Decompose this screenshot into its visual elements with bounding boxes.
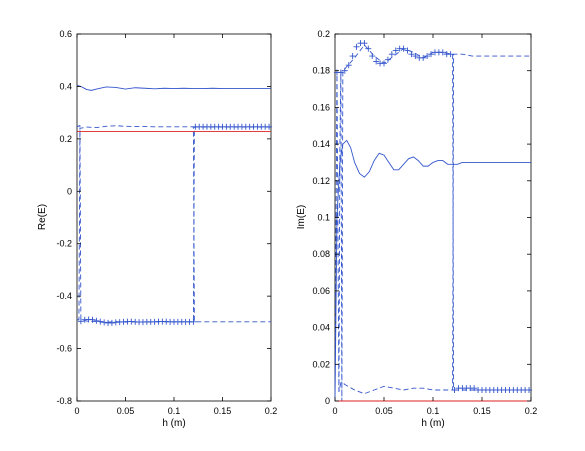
im-e-plus-marker <box>439 49 446 56</box>
im-e-y-tick-label: 0 <box>325 396 330 406</box>
im-e-ylabel: Im(E) <box>296 205 307 229</box>
re-e-x-tick-label: 0.1 <box>168 406 181 416</box>
im-e-x-tick-label: 0.1 <box>427 406 440 416</box>
im-e-y-tick-label: 0.02 <box>312 359 330 369</box>
im-e-plus-marker <box>404 47 411 54</box>
im-e-x-tick-label: 0.2 <box>525 406 538 416</box>
re-e-plus-marker-series <box>192 123 273 130</box>
im-e-plus-marker <box>471 385 478 392</box>
im-e-plus-marker <box>345 62 352 69</box>
im-e-y-tick-label: 0.14 <box>312 139 330 149</box>
re-e-y-tick-label: 0.2 <box>59 134 72 144</box>
im-e-y-tick-label: 0.2 <box>317 29 330 39</box>
im-e-plus-marker <box>388 51 395 58</box>
re-e-plus-marker <box>190 318 197 325</box>
im-e-plus-marker <box>373 58 380 65</box>
im-e-plus-marker <box>451 386 458 393</box>
im-e-y-tick-label: 0.08 <box>312 249 330 259</box>
re-e-x-tick-label: 0.2 <box>265 406 278 416</box>
im-e-panel: 0 0.05 0.1 0.15 0.2 0 0.02 0.04 0.06 0.08 0.1 0.12 0… <box>296 29 537 429</box>
im-e-plus-marker <box>392 47 399 54</box>
im-e-x-tick-label: 0.15 <box>473 406 491 416</box>
im-e-plus-marker <box>400 45 407 52</box>
im-e-plus-marker-series <box>451 385 533 393</box>
re-e-y-tick-label: 0.4 <box>59 81 72 91</box>
im-e-y-tick-label: 0.18 <box>312 66 330 76</box>
re-e-x-tick-label: 0 <box>74 406 79 416</box>
re-e-plus-marker <box>266 123 273 130</box>
im-e-y-tick-label: 0.12 <box>312 176 330 186</box>
re-e-y-tick-label: -0.4 <box>56 291 72 301</box>
im-e-tick-layer: 0 0.05 0.1 0.15 0.2 0 0.02 0.04 0.06 0.08 0.1 0.12 0… <box>312 29 537 416</box>
re-e-y-tick-label: 0.6 <box>59 29 72 39</box>
im-e-plus-marker <box>353 43 360 50</box>
re-e-solid-series-line <box>76 84 271 91</box>
re-e-x-tick-label: 0.05 <box>117 406 135 416</box>
re-e-ylabel: Re(E) <box>37 204 48 230</box>
im-e-plus-marker <box>420 54 427 61</box>
re-e-tick-layer: 0 0.05 0.1 0.15 0.2 -0.8 -0.6 -0.4 -0.2 0 0.2 0.4 0.… <box>56 29 277 416</box>
im-e-y-tick-label: 0.06 <box>312 286 330 296</box>
im-e-plus-marker <box>412 53 419 60</box>
im-e-plus-marker <box>384 56 391 63</box>
re-e-panel: 0 0.05 0.1 0.15 0.2 -0.8 -0.6 -0.4 -0.2 0 0.2 0.4 0.… <box>37 29 277 429</box>
re-e-plus-marker <box>93 317 100 324</box>
im-e-x-tick-label: 0.05 <box>375 406 393 416</box>
im-e-plus-marker <box>526 386 533 393</box>
im-e-plus-marker <box>337 69 344 76</box>
im-e-plus-marker <box>428 51 435 58</box>
im-e-xlabel: h (m) <box>421 418 444 429</box>
re-e-xlabel: h (m) <box>162 418 185 429</box>
re-e-plus-marker <box>89 316 96 323</box>
re-e-plus-marker <box>77 318 84 325</box>
re-e-dashed-series-line <box>77 125 271 323</box>
re-e-y-tick-label: -0.2 <box>56 239 72 249</box>
re-e-plus-marker <box>108 319 115 326</box>
re-e-series-layer <box>76 84 273 326</box>
re-e-plus-marker-series <box>77 316 197 326</box>
re-e-plus-marker <box>101 319 108 326</box>
im-e-solid-series-line <box>334 139 531 402</box>
re-e-y-tick-label: -0.6 <box>56 344 72 354</box>
re-e-plus-marker <box>97 318 104 325</box>
im-e-plus-marker <box>424 53 431 60</box>
im-e-plus-marker <box>408 51 415 58</box>
re-e-plot-frame <box>76 33 272 402</box>
re-e-y-tick-label: 0 <box>67 186 72 196</box>
im-e-y-tick-label: 0.04 <box>312 323 330 333</box>
im-e-plus-marker <box>369 53 376 60</box>
im-e-plus-marker <box>381 60 387 67</box>
re-e-y-tick-label: -0.8 <box>56 396 72 406</box>
im-e-plus-marker <box>365 45 372 52</box>
im-e-plus-marker <box>341 67 348 74</box>
im-e-plus-marker <box>361 40 368 47</box>
im-e-plus-marker <box>349 53 356 60</box>
im-e-plus-marker <box>447 51 454 58</box>
im-e-x-tick-label: 0 <box>332 406 337 416</box>
im-e-y-tick-label: 0.16 <box>312 102 330 112</box>
im-e-plot-frame <box>334 33 532 402</box>
re-e-x-tick-label: 0.15 <box>214 406 232 416</box>
im-e-y-tick-label: 0.1 <box>317 213 330 223</box>
